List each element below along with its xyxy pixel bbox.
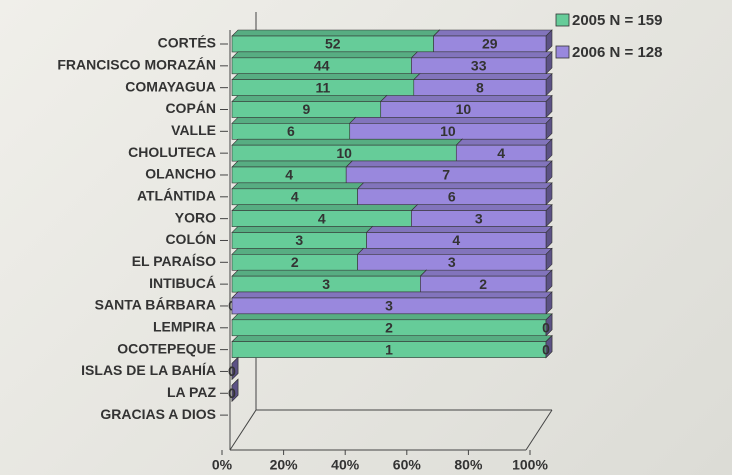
y-tick-label: LEMPIRA <box>153 318 216 334</box>
data-label: 1 <box>385 341 393 357</box>
y-tick-label: COMAYAGUA <box>125 78 216 94</box>
y-tick-label: GRACIAS A DIOS <box>100 406 216 422</box>
y-tick-label: CORTÉS <box>158 35 216 51</box>
y-tick-label: OLANCHO <box>145 166 216 182</box>
data-label: 33 <box>471 58 487 74</box>
data-label: 0 <box>542 319 550 335</box>
data-label: 7 <box>442 167 450 183</box>
x-tick-label: 20% <box>270 457 299 473</box>
data-label: 4 <box>452 232 460 248</box>
bar-side <box>545 334 553 359</box>
y-tick-label: EL PARAÍSO <box>132 253 216 269</box>
data-label: 8 <box>476 79 484 95</box>
x-tick-label: 100% <box>512 457 548 473</box>
y-tick-label: INTIBUCÁ <box>149 275 216 291</box>
data-label: 0 <box>542 341 550 357</box>
x-tick-label: 40% <box>331 457 360 473</box>
data-label: 6 <box>448 189 456 205</box>
data-label: 52 <box>325 36 341 52</box>
x-tick-label: 60% <box>393 457 422 473</box>
data-label: 6 <box>287 123 295 139</box>
legend-swatch <box>555 45 570 59</box>
data-label: 4 <box>291 189 299 205</box>
data-label: 2 <box>479 276 487 292</box>
data-label: 4 <box>497 145 505 161</box>
data-label: 44 <box>314 58 330 74</box>
data-label: 9 <box>302 101 310 117</box>
bar-side <box>231 356 239 381</box>
y-tick-label: VALLE <box>171 122 216 138</box>
data-label: 3 <box>475 210 483 226</box>
data-label: 3 <box>448 254 456 270</box>
x-tick-label: 0% <box>212 457 233 473</box>
y-tick-label: ATLÁNTIDA <box>137 188 216 204</box>
bar-side <box>231 378 239 403</box>
y-tick-label: ISLAS DE LA BAHÍA <box>81 362 216 378</box>
data-label: 4 <box>285 167 293 183</box>
data-label: 2 <box>291 254 299 270</box>
data-label: 3 <box>295 232 303 248</box>
data-label: 11 <box>315 79 330 95</box>
bar-side <box>545 313 553 337</box>
data-label: 3 <box>322 276 330 292</box>
y-tick-label: SANTA BÁRBARA <box>95 297 216 313</box>
data-label: 4 <box>318 210 326 226</box>
y-tick-label: COPÁN <box>165 100 216 116</box>
y-tick-label: OCOTEPEQUE <box>117 340 216 356</box>
data-label: 2 <box>385 319 393 335</box>
data-label: 29 <box>482 36 498 52</box>
legend-swatch <box>555 13 570 27</box>
data-label: 10 <box>336 145 352 161</box>
data-label: 10 <box>456 101 472 117</box>
y-tick-label: CHOLUTECA <box>128 144 216 160</box>
data-label: 3 <box>385 298 393 314</box>
legend-label: 2006 N = 128 <box>572 44 663 61</box>
y-tick-label: COLÓN <box>165 230 216 247</box>
x-tick-label: 80% <box>454 457 483 473</box>
data-label: 0 <box>228 385 236 401</box>
y-tick-label: YORO <box>175 209 216 225</box>
legend-label: 2005 N = 159 <box>572 12 663 29</box>
data-label: 0 <box>228 363 236 379</box>
data-label: 10 <box>440 123 456 139</box>
y-tick-label: LA PAZ <box>167 384 216 400</box>
y-tick-label: FRANCISCO MORAZÁN <box>57 57 216 73</box>
